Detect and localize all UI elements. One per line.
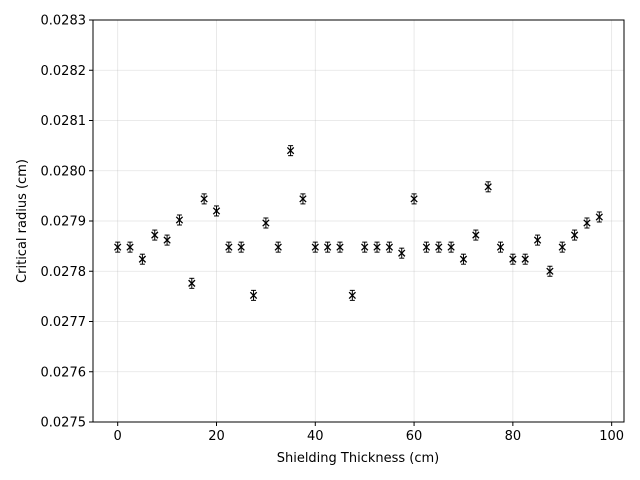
data-point — [435, 241, 443, 253]
data-point — [496, 241, 505, 253]
x-tick-label: 40 — [307, 429, 324, 444]
data-point — [509, 253, 517, 265]
data-point — [262, 217, 270, 229]
data-point — [570, 229, 579, 241]
x-tick-label: 100 — [599, 429, 624, 444]
x-tick-label: 80 — [505, 429, 522, 444]
y-tick-label: 0.0283 — [41, 14, 87, 29]
grid — [93, 19, 624, 423]
data-point — [422, 241, 431, 253]
data-point — [484, 181, 492, 193]
data-point — [398, 247, 406, 259]
data-point — [163, 234, 171, 246]
data-point — [558, 241, 566, 253]
data-point — [447, 241, 455, 253]
data-point — [361, 241, 369, 253]
data-point — [212, 205, 221, 217]
data-point — [459, 253, 468, 265]
data-point — [249, 289, 258, 301]
data-point — [311, 241, 319, 253]
data-point — [348, 289, 356, 301]
data-point — [472, 229, 480, 241]
data-point — [126, 241, 134, 253]
data-point — [533, 234, 542, 246]
data-point — [336, 241, 344, 253]
data-point — [175, 214, 184, 226]
y-tick-label: 0.0282 — [41, 64, 87, 79]
y-tick-label: 0.0278 — [41, 265, 87, 280]
y-axis-label: Critical radius (cm) — [15, 159, 30, 283]
data-point — [546, 265, 554, 277]
plot-frame — [92, 19, 625, 423]
y-tick-label: 0.0281 — [41, 114, 87, 129]
x-tick-label: 0 — [114, 429, 122, 444]
y-tick-label: 0.0275 — [41, 416, 87, 431]
data-points — [114, 145, 603, 301]
y-tick-label: 0.0276 — [41, 365, 87, 380]
data-point — [200, 193, 208, 205]
y-tick-label: 0.0277 — [41, 315, 87, 330]
data-point — [274, 241, 282, 253]
data-point — [521, 253, 529, 265]
data-point — [583, 217, 591, 229]
data-point — [138, 253, 147, 265]
x-axis-label: Shielding Thickness (cm) — [277, 451, 440, 466]
data-point — [323, 241, 332, 253]
x-tick-label: 60 — [406, 429, 423, 444]
data-point — [225, 241, 233, 253]
data-point — [410, 193, 418, 205]
data-point — [299, 193, 307, 205]
data-point — [286, 145, 295, 157]
y-tick-label: 0.0279 — [41, 215, 87, 230]
data-point — [385, 241, 394, 253]
data-point — [373, 241, 381, 253]
data-point — [151, 229, 159, 241]
data-point — [237, 241, 245, 253]
data-point — [188, 277, 196, 289]
data-point — [114, 241, 122, 253]
x-tick-label: 20 — [208, 429, 225, 444]
ticks: 0 20 40 60 80 100 0.0275 0.0276 0.0277 0.0278 0.02… — [41, 14, 625, 445]
data-point — [595, 211, 603, 223]
y-tick-label: 0.0280 — [41, 164, 87, 179]
